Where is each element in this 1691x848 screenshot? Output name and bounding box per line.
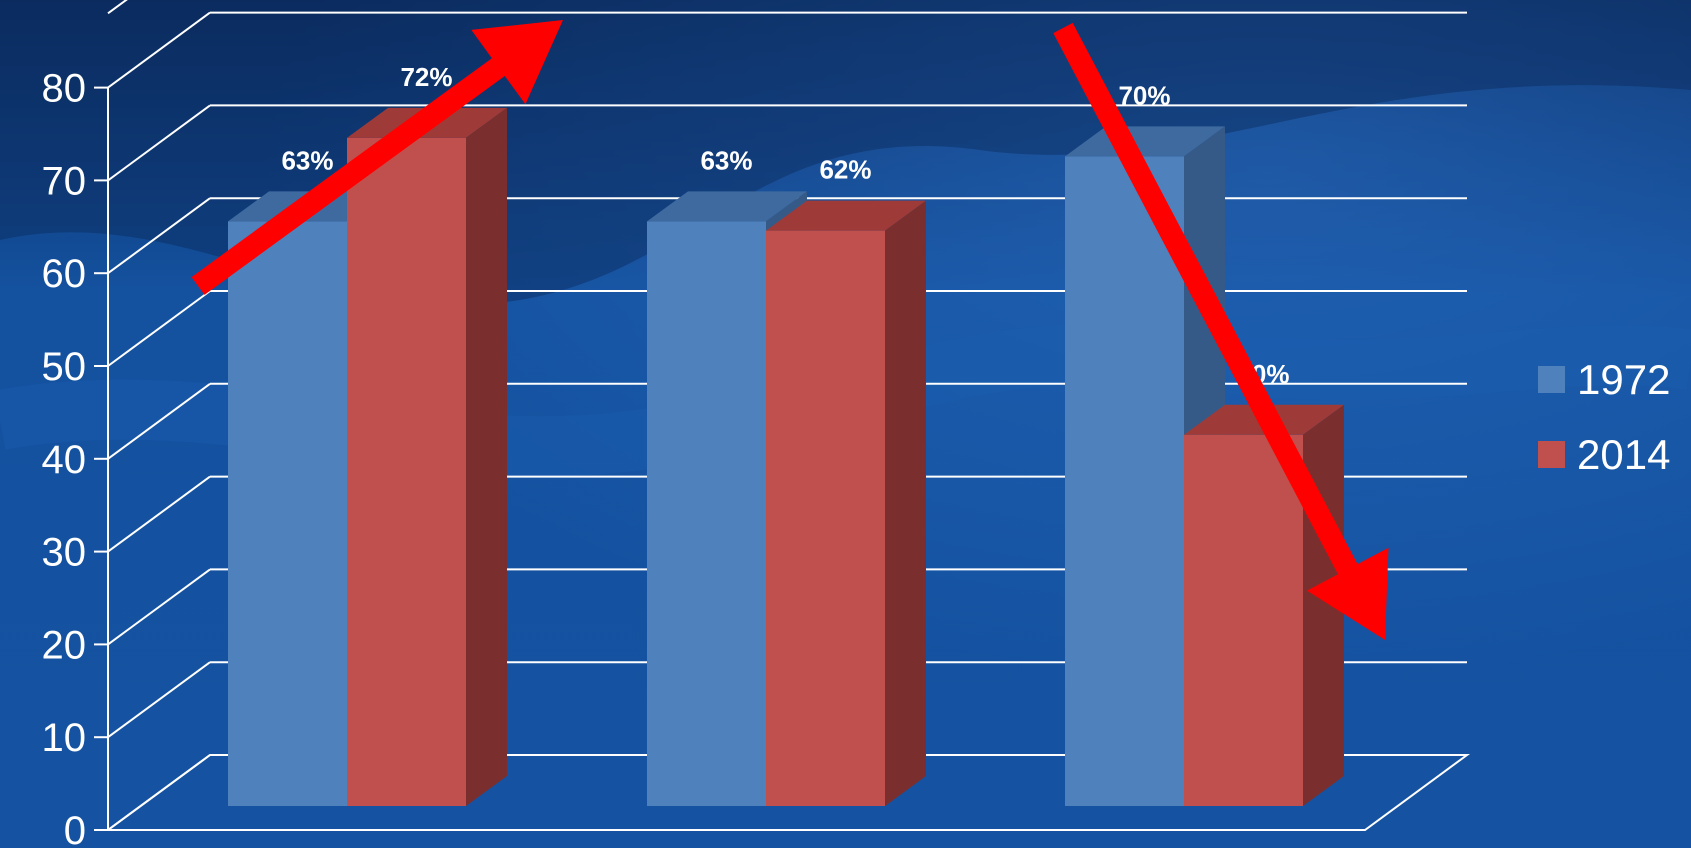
- bar-side: [885, 200, 926, 806]
- side-gridline: [107, 661, 211, 739]
- trend-up-arrow: [191, 20, 563, 295]
- side-gridline: [107, 290, 211, 367]
- y-tick-label: 20: [42, 623, 87, 667]
- data-label: 62%: [819, 155, 871, 185]
- bar-front: [647, 221, 766, 807]
- y-tick-label: 80: [42, 67, 87, 111]
- bar: [1184, 404, 1344, 806]
- bar: [347, 107, 507, 807]
- side-gridline: [107, 11, 211, 89]
- data-label: 70%: [1118, 80, 1170, 110]
- legend-swatch: [1538, 441, 1565, 468]
- y-tick-label: 30: [42, 531, 87, 575]
- bar-top: [647, 191, 807, 222]
- y-tick-label: 40: [42, 438, 87, 482]
- bar-front: [228, 221, 347, 807]
- bar-front: [1065, 156, 1184, 806]
- side-gridline: [107, 568, 211, 646]
- side-gridline: [107, 197, 211, 275]
- data-label: 72%: [400, 62, 452, 92]
- legend-label: 2014: [1577, 431, 1670, 478]
- legend-swatch: [1538, 366, 1565, 393]
- floor-outline: [104, 754, 1471, 831]
- side-gridline-top: [107, 0, 128, 15]
- bar-front: [1184, 434, 1303, 806]
- y-tick-label: 10: [42, 716, 87, 760]
- side-gridline: [107, 382, 211, 460]
- bar-front: [347, 137, 466, 807]
- side-gridline: [107, 104, 211, 182]
- bar-top: [1065, 126, 1225, 157]
- y-tick-label: 70: [42, 159, 87, 203]
- data-label: 63%: [281, 145, 333, 175]
- data-label: 63%: [700, 145, 752, 175]
- bar-side: [466, 107, 507, 807]
- legend-label: 1972: [1577, 356, 1670, 403]
- bar-front: [766, 230, 885, 806]
- y-tick-label: 50: [42, 345, 87, 389]
- trend-down-arrow: [1053, 22, 1389, 640]
- bar-top: [766, 200, 926, 231]
- y-tick-label: 0: [64, 809, 86, 848]
- y-tick-label: 60: [42, 252, 87, 296]
- bar: [766, 200, 926, 806]
- side-gridline: [107, 475, 211, 553]
